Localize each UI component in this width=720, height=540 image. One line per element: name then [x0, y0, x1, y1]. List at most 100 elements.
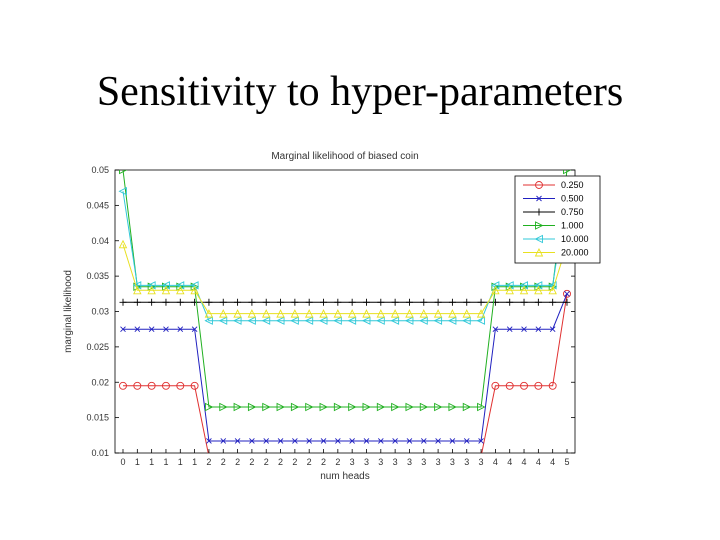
- data-point: [276, 316, 285, 325]
- data-point: [205, 298, 213, 306]
- legend-marker: [535, 208, 543, 216]
- y-tick-label: 0.05: [91, 165, 109, 175]
- data-point: [420, 438, 427, 444]
- data-point: [133, 298, 141, 306]
- x-tick-label: 4: [493, 457, 498, 467]
- data-point: [163, 326, 169, 333]
- data-point: [406, 438, 413, 444]
- x-tick-label: 2: [335, 457, 340, 467]
- series-0.250: [119, 289, 571, 453]
- data-point: [290, 402, 300, 412]
- data-point: [505, 381, 514, 390]
- data-point: [419, 402, 429, 412]
- data-point: [449, 438, 456, 444]
- x-tick-label: 1: [192, 457, 197, 467]
- data-point: [548, 285, 557, 295]
- data-point: [220, 438, 227, 444]
- x-tick-label: 3: [407, 457, 412, 467]
- data-point: [233, 309, 242, 318]
- y-tick-label: 0.04: [91, 236, 109, 246]
- data-point: [478, 438, 484, 444]
- data-point: [448, 298, 456, 306]
- data-point: [204, 402, 214, 412]
- legend-label: 20.000: [561, 248, 589, 258]
- data-point: [319, 309, 328, 318]
- legend-label: 0.750: [561, 207, 584, 217]
- data-point: [477, 298, 485, 306]
- x-tick-label: 3: [378, 457, 383, 467]
- data-point: [320, 438, 327, 444]
- data-point: [133, 285, 142, 295]
- data-point: [492, 326, 499, 333]
- series-layer: [118, 170, 572, 453]
- series-line: [122, 191, 568, 322]
- data-point: [361, 316, 371, 325]
- data-point: [563, 170, 572, 175]
- data-point: [377, 298, 385, 306]
- data-point: [535, 326, 542, 333]
- data-point: [376, 309, 386, 318]
- data-point: [206, 438, 212, 444]
- series-0.750: [119, 298, 571, 306]
- data-point: [362, 402, 371, 412]
- data-point: [376, 316, 385, 325]
- x-axis-title: num heads: [320, 471, 369, 482]
- data-point: [377, 438, 384, 444]
- data-point: [261, 309, 271, 318]
- data-point: [176, 298, 184, 306]
- x-tick-label: 4: [550, 457, 555, 467]
- x-tick-label: 3: [364, 457, 369, 467]
- data-point: [462, 316, 471, 325]
- data-point: [262, 402, 271, 412]
- data-point: [219, 402, 228, 412]
- x-tick-label: 4: [507, 457, 512, 467]
- legend-label: 0.250: [561, 180, 584, 190]
- data-point: [262, 298, 270, 306]
- data-point: [148, 326, 155, 333]
- data-point: [391, 298, 399, 306]
- data-point: [419, 309, 429, 318]
- data-point: [434, 298, 442, 306]
- data-point: [204, 316, 213, 325]
- data-point: [234, 438, 241, 444]
- data-point: [305, 402, 314, 412]
- y-tick-label: 0.035: [86, 271, 109, 281]
- data-point: [234, 298, 242, 306]
- data-point: [564, 290, 570, 297]
- data-point: [248, 298, 256, 306]
- legend-label: 1.000: [561, 221, 584, 231]
- data-point: [434, 402, 443, 412]
- data-point: [162, 298, 170, 306]
- data-point: [420, 298, 428, 306]
- data-point: [349, 438, 355, 444]
- x-tick-label: 5: [564, 457, 569, 467]
- plot-border: [114, 169, 576, 454]
- data-point: [419, 316, 428, 325]
- series-0.500: [120, 290, 570, 444]
- x-tick-label: 4: [522, 457, 527, 467]
- data-point: [390, 316, 400, 325]
- data-point: [147, 285, 156, 295]
- data-point: [520, 298, 528, 306]
- data-point: [118, 186, 127, 196]
- y-tick-label: 0.01: [91, 448, 109, 458]
- x-tick-label: 2: [278, 457, 283, 467]
- data-point: [290, 309, 300, 318]
- data-point: [247, 316, 256, 325]
- x-tick-label: 3: [479, 457, 484, 467]
- data-point: [319, 316, 328, 325]
- data-point: [147, 381, 156, 390]
- data-point: [120, 326, 126, 333]
- legend-marker: [536, 195, 542, 202]
- data-point: [291, 298, 299, 306]
- data-point: [306, 438, 313, 444]
- x-tick-label: 1: [135, 457, 140, 467]
- data-point: [520, 381, 528, 390]
- data-point: [204, 309, 214, 318]
- plot-frame: [114, 169, 576, 454]
- data-point: [348, 298, 356, 306]
- data-point: [563, 289, 571, 298]
- x-tick-label: 3: [450, 457, 455, 467]
- legend-marker: [535, 221, 544, 230]
- x-tick-label: 2: [221, 457, 226, 467]
